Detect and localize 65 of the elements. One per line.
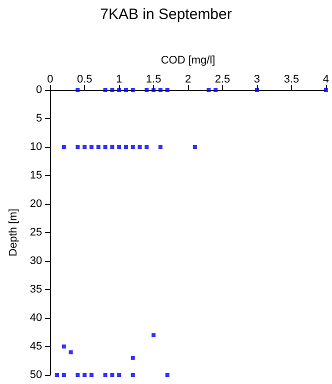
- x-tick-label: 4: [322, 74, 330, 86]
- point: [130, 356, 135, 360]
- point: [103, 88, 108, 92]
- point: [62, 373, 66, 377]
- point: [110, 373, 114, 377]
- point: [68, 350, 73, 354]
- y-tick-label: 5: [36, 112, 42, 124]
- point: [62, 344, 66, 348]
- point: [76, 373, 80, 377]
- point: [130, 145, 135, 149]
- y-tick-label: 50: [30, 369, 42, 381]
- point: [124, 145, 128, 149]
- point: [90, 373, 94, 377]
- point: [117, 373, 122, 377]
- y-tick-label: 15: [30, 170, 42, 182]
- y-tick-label: 40: [30, 312, 42, 324]
- y-tick-label: 20: [30, 198, 42, 210]
- x-tick-label: 2: [184, 74, 192, 86]
- point: [152, 88, 156, 92]
- point: [192, 145, 197, 149]
- point: [82, 145, 87, 149]
- point: [62, 145, 66, 149]
- point: [117, 88, 122, 92]
- point: [110, 145, 114, 149]
- point: [165, 373, 170, 377]
- point: [82, 373, 87, 377]
- point: [76, 88, 80, 92]
- point: [138, 145, 142, 149]
- point: [55, 373, 60, 377]
- point: [158, 145, 162, 149]
- point: [90, 145, 94, 149]
- point: [324, 88, 328, 92]
- y-tick-label: 25: [30, 226, 42, 238]
- y-tick-label: 45: [30, 340, 42, 352]
- y-tick-label: 10: [30, 141, 42, 153]
- point: [110, 88, 114, 92]
- point: [117, 145, 122, 149]
- point: [144, 145, 149, 149]
- point: [158, 88, 162, 92]
- point: [96, 145, 100, 149]
- x-tick-label: 1: [116, 74, 122, 86]
- x-tick-label: 2.5: [214, 74, 230, 86]
- x-tick-label: 3: [254, 74, 260, 86]
- point: [206, 88, 211, 92]
- x-tick-label: 0.5: [76, 74, 92, 86]
- point: [165, 88, 170, 92]
- point: [124, 88, 128, 92]
- y-tick-label: 0: [36, 84, 42, 96]
- x-tick-label: 0: [47, 74, 54, 86]
- point: [254, 88, 259, 92]
- point: [130, 373, 135, 377]
- y-tick-label: 30: [30, 255, 42, 267]
- point: [103, 373, 108, 377]
- point: [103, 145, 108, 149]
- x-axis-title: COD [mg/l]: [160, 54, 216, 66]
- y-axis-title: Depth [m]: [8, 208, 20, 256]
- point: [214, 88, 218, 92]
- x-tick-label: 3.5: [284, 74, 300, 86]
- point: [144, 88, 149, 92]
- x-tick-label: 1.5: [146, 74, 162, 86]
- point: [152, 333, 156, 338]
- point: [130, 88, 135, 92]
- chart-title: 7KAB in September: [100, 6, 232, 23]
- y-tick-label: 35: [30, 284, 42, 296]
- point: [76, 145, 80, 149]
